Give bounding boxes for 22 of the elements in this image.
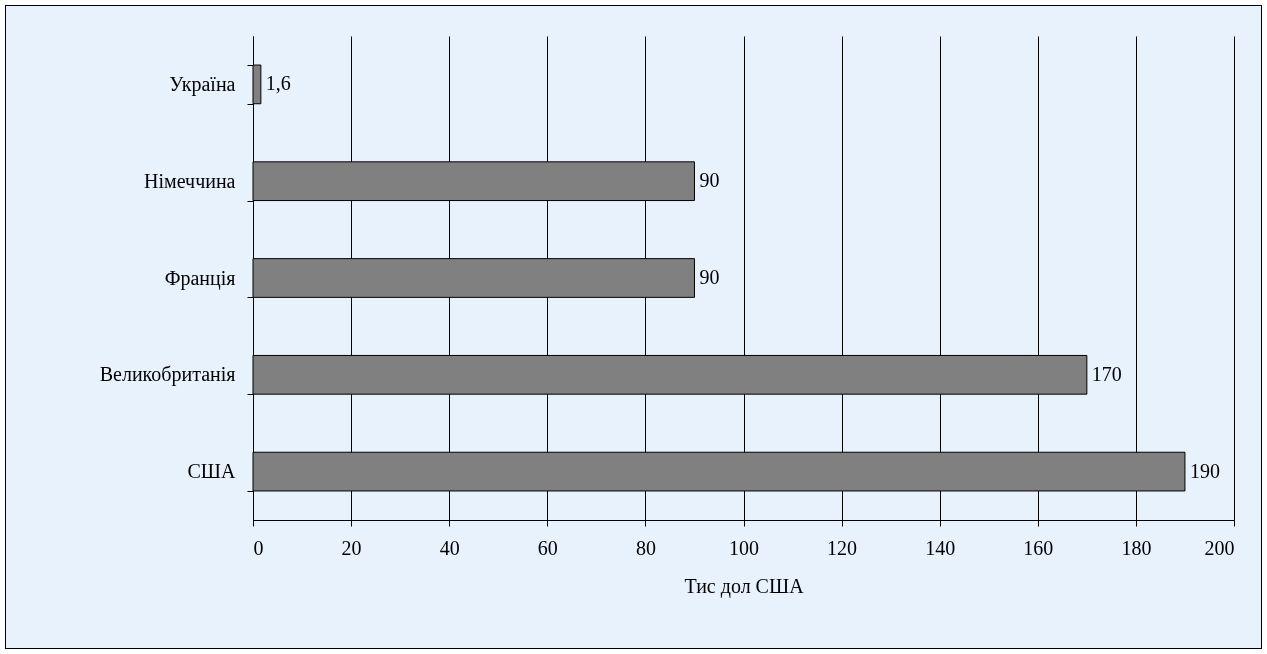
data-label: 190 (1189, 459, 1220, 482)
y-tick-label: Франція (164, 266, 236, 290)
x-tick-label: 80 (635, 536, 656, 559)
x-tick-label: 120 (827, 536, 858, 559)
data-label: 170 (1091, 362, 1122, 385)
y-tick-label: Україна (169, 72, 236, 96)
x-tick-label: 40 (439, 536, 460, 559)
x-tick-label: 180 (1121, 536, 1152, 559)
y-tick-label: Великобританія (99, 363, 236, 387)
x-tick-label: 0 (253, 536, 264, 559)
x-tick-label: 140 (925, 536, 956, 559)
x-axis-title: Тис дол США (684, 574, 805, 598)
x-tick-label: 100 (729, 536, 759, 559)
y-tick-label: США (187, 460, 237, 483)
x-tick-label: 60 (537, 536, 558, 559)
data-label: 1,6 (265, 72, 291, 95)
data-label: 90 (699, 266, 720, 288)
x-tick-label: 200 (1204, 536, 1235, 559)
x-tick-label: 20 (341, 536, 362, 559)
x-tick-label: 160 (1023, 536, 1054, 559)
data-label: 90 (699, 169, 720, 192)
y-tick-label: Німеччина (144, 169, 236, 192)
